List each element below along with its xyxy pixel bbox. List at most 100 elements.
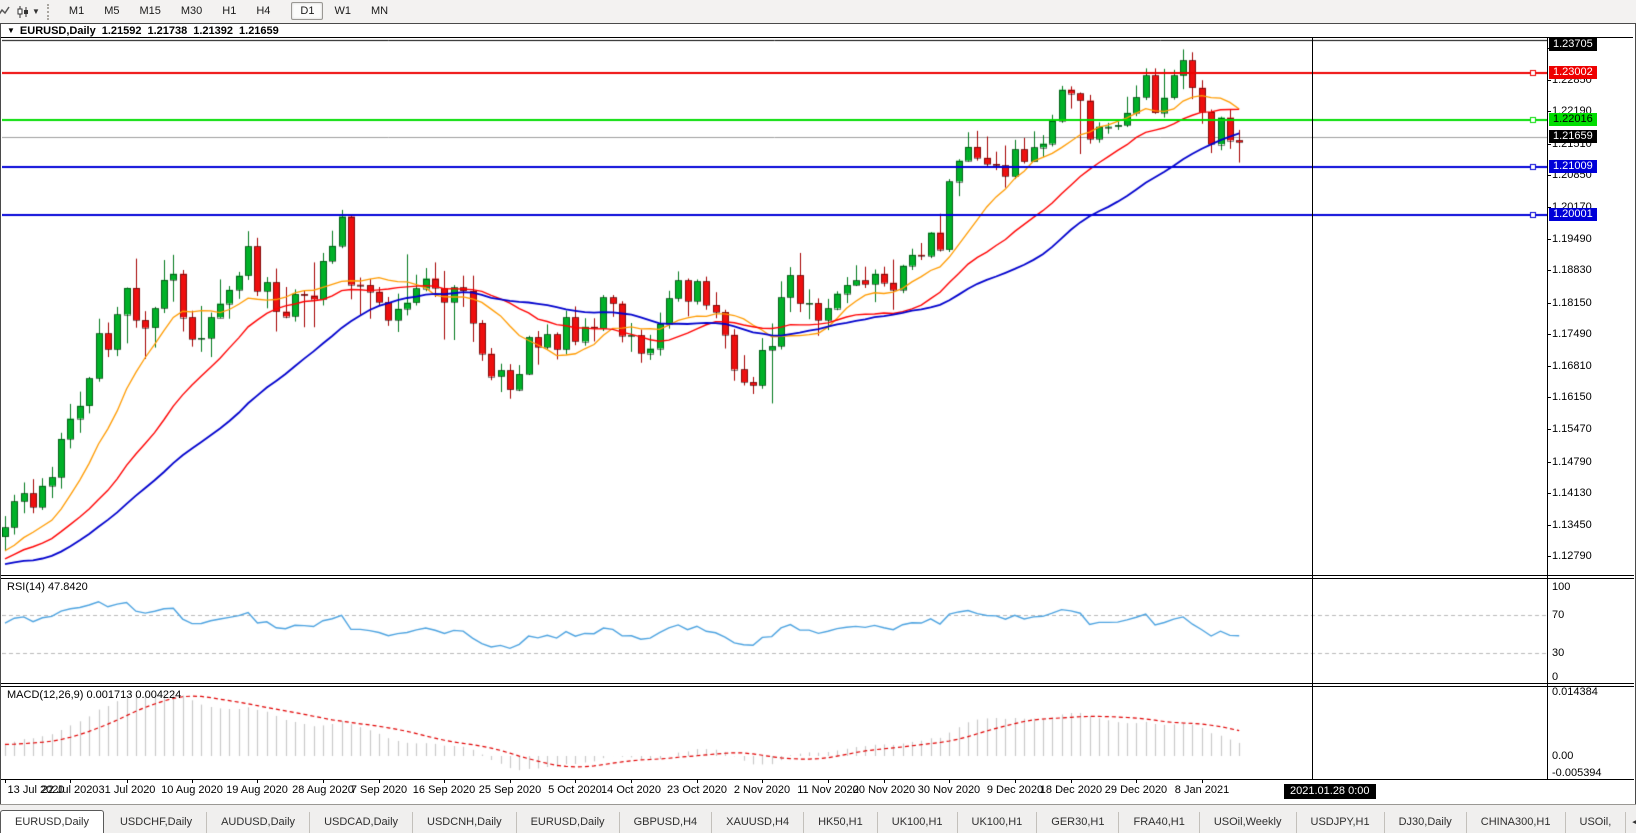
- tab-usdchf-daily[interactable]: USDCHF,Daily: [106, 812, 208, 833]
- timeframe-button-h1[interactable]: H1: [222, 5, 237, 17]
- rsi-tick-label: 30: [1552, 647, 1565, 659]
- date-label: 2 Nov 2020: [733, 784, 791, 796]
- tab-xauusd-h4[interactable]: XAUUSD,H4: [712, 812, 805, 833]
- date-tick-mark: [70, 780, 71, 783]
- price-tick-mark: [1547, 175, 1551, 176]
- price-tick-mark: [1547, 366, 1551, 367]
- date-label: 13 Jul 2020: [7, 784, 65, 796]
- timeframe-button-m30[interactable]: M30: [180, 5, 203, 17]
- partial-toolbar-icon[interactable]: [0, 4, 12, 20]
- tab-usoil-weekly[interactable]: USOil,Weekly: [1200, 812, 1297, 833]
- timeframe-button-h4[interactable]: H4: [256, 5, 271, 17]
- price-tick-mark: [1547, 462, 1551, 463]
- chart-type-dropdown-caret[interactable]: ▼: [32, 7, 40, 16]
- price-tick-mark: [1547, 207, 1551, 208]
- ohlc-low: 1.21392: [193, 24, 234, 37]
- main-chart-canvas[interactable]: [2, 37, 1547, 575]
- price-tick-mark: [1547, 111, 1551, 112]
- price-tick-label: 1.14790: [1552, 456, 1592, 468]
- tab-china300-h1[interactable]: CHINA300,H1: [1467, 812, 1566, 833]
- price-tick-label: 1.12790: [1552, 550, 1592, 562]
- price-tick-mark: [1547, 397, 1551, 398]
- timeframe-button-m5[interactable]: M5: [104, 5, 120, 17]
- panel-separator[interactable]: [1, 575, 1634, 579]
- ohlc-close: 1.21659: [239, 24, 279, 37]
- time-axis-line: [1, 779, 1634, 780]
- price-tick-label: 1.16150: [1552, 391, 1592, 403]
- vertical-line-object[interactable]: [1312, 37, 1313, 779]
- date-tick-mark: [1015, 780, 1016, 783]
- date-label: 14 Oct 2020: [601, 784, 661, 796]
- date-label: 10 Aug 2020: [161, 784, 223, 796]
- macd-tick-label: -0.005394: [1552, 767, 1602, 779]
- date-label: 28 Aug 2020: [292, 784, 354, 796]
- date-tick-mark: [884, 780, 885, 783]
- price-tick-label: 1.18830: [1552, 264, 1592, 276]
- date-label: 7 Sep 2020: [350, 784, 408, 796]
- date-tick-mark: [257, 780, 258, 783]
- timeframe-buttons: M1 M5 M15 M30 H1 H4 D1 W1 MN: [59, 2, 398, 20]
- collapse-triangle-icon[interactable]: ▼: [7, 26, 15, 35]
- tab-eurusd-daily[interactable]: EURUSD,Daily: [0, 810, 104, 833]
- rsi-canvas[interactable]: [2, 579, 1547, 683]
- tab-hk50-h1[interactable]: HK50,H1: [804, 812, 878, 833]
- price-tick-label: 1.15470: [1552, 423, 1592, 435]
- macd-tick-label: 0.00: [1552, 750, 1574, 762]
- tab-usoil-[interactable]: USOil,: [1566, 812, 1627, 833]
- date-tick-mark: [192, 780, 193, 783]
- macd-label: MACD(12,26,9) 0.001713 0.004224: [7, 689, 182, 701]
- price-badge: 1.23705: [1549, 38, 1597, 51]
- date-label: 23 Oct 2020: [667, 784, 727, 796]
- toolbar-grip[interactable]: [46, 3, 52, 20]
- tab-uk100-h1[interactable]: UK100,H1: [958, 812, 1038, 833]
- tab-usdcad-daily[interactable]: USDCAD,Daily: [310, 812, 414, 833]
- tab-fra40-h1[interactable]: FRA40,H1: [1119, 812, 1200, 833]
- date-tick-mark: [379, 780, 380, 783]
- date-tick-mark: [127, 780, 128, 783]
- price-axis-line: [1547, 37, 1548, 779]
- price-tick-mark: [1547, 239, 1551, 240]
- timeframe-button-m1[interactable]: M1: [68, 5, 85, 17]
- date-label: 16 Sep 2020: [412, 784, 476, 796]
- timeframe-button-w1[interactable]: W1: [334, 5, 351, 17]
- timeframe-button-mn[interactable]: MN: [370, 5, 389, 17]
- date-label: 22 Jul 2020: [41, 784, 99, 796]
- tab-usdjpy-h1[interactable]: USDJPY,H1: [1297, 812, 1385, 833]
- tab-uk100-h1[interactable]: UK100,H1: [878, 812, 958, 833]
- date-tick-mark: [5, 780, 6, 783]
- date-label: 18 Dec 2020: [1039, 784, 1103, 796]
- price-tick-label: 1.19490: [1552, 233, 1592, 245]
- timeframe-button-m15[interactable]: M15: [139, 5, 161, 17]
- tab-ger30-h1[interactable]: GER30,H1: [1037, 812, 1120, 833]
- candlestick-chart-icon[interactable]: [14, 4, 32, 20]
- price-tick-mark: [1547, 556, 1551, 557]
- rsi-tick-label: 100: [1552, 581, 1571, 593]
- price-badge: 1.21659: [1549, 130, 1597, 143]
- tab-gbpusd-h4[interactable]: GBPUSD,H4: [620, 812, 713, 833]
- date-label: 5 Oct 2020: [548, 784, 602, 796]
- vline-time-label: 2021.01.28 0:00: [1284, 784, 1376, 799]
- date-label: 29 Dec 2020: [1104, 784, 1168, 796]
- date-tick-mark: [762, 780, 763, 783]
- price-tick-mark: [1547, 334, 1551, 335]
- tab-eurusd-daily[interactable]: EURUSD,Daily: [517, 812, 620, 833]
- tab-usdcnh-daily[interactable]: USDCNH,Daily: [413, 812, 517, 833]
- timeframe-button-d1[interactable]: D1: [291, 2, 324, 20]
- chart-symbol-label: EURUSD,Daily: [19, 24, 96, 37]
- tab-dj30-daily[interactable]: DJ30,Daily: [1385, 812, 1467, 833]
- tab-scroll-left-icon[interactable]: ◄: [1628, 813, 1636, 833]
- rsi-label: RSI(14) 47.8420: [7, 581, 88, 593]
- ohlc-high: 1.21738: [147, 24, 188, 37]
- rsi-tick-label: 0: [1552, 671, 1559, 683]
- date-label: 31 Jul 2020: [98, 784, 156, 796]
- tab-audusd-daily[interactable]: AUDUSD,Daily: [207, 812, 311, 833]
- ohlc-open: 1.21592: [101, 24, 142, 37]
- macd-canvas[interactable]: [2, 687, 1547, 779]
- chart-title-bar: ▼ EURUSD,Daily 1.21592 1.21738 1.21392 1…: [1, 24, 1633, 38]
- date-tick-mark: [444, 780, 445, 783]
- price-tick-label: 1.16810: [1552, 360, 1592, 372]
- date-label: 11 Nov 2020: [797, 784, 859, 796]
- date-tick-mark: [1071, 780, 1072, 783]
- date-tick-mark: [323, 780, 324, 783]
- panel-separator[interactable]: [1, 683, 1634, 687]
